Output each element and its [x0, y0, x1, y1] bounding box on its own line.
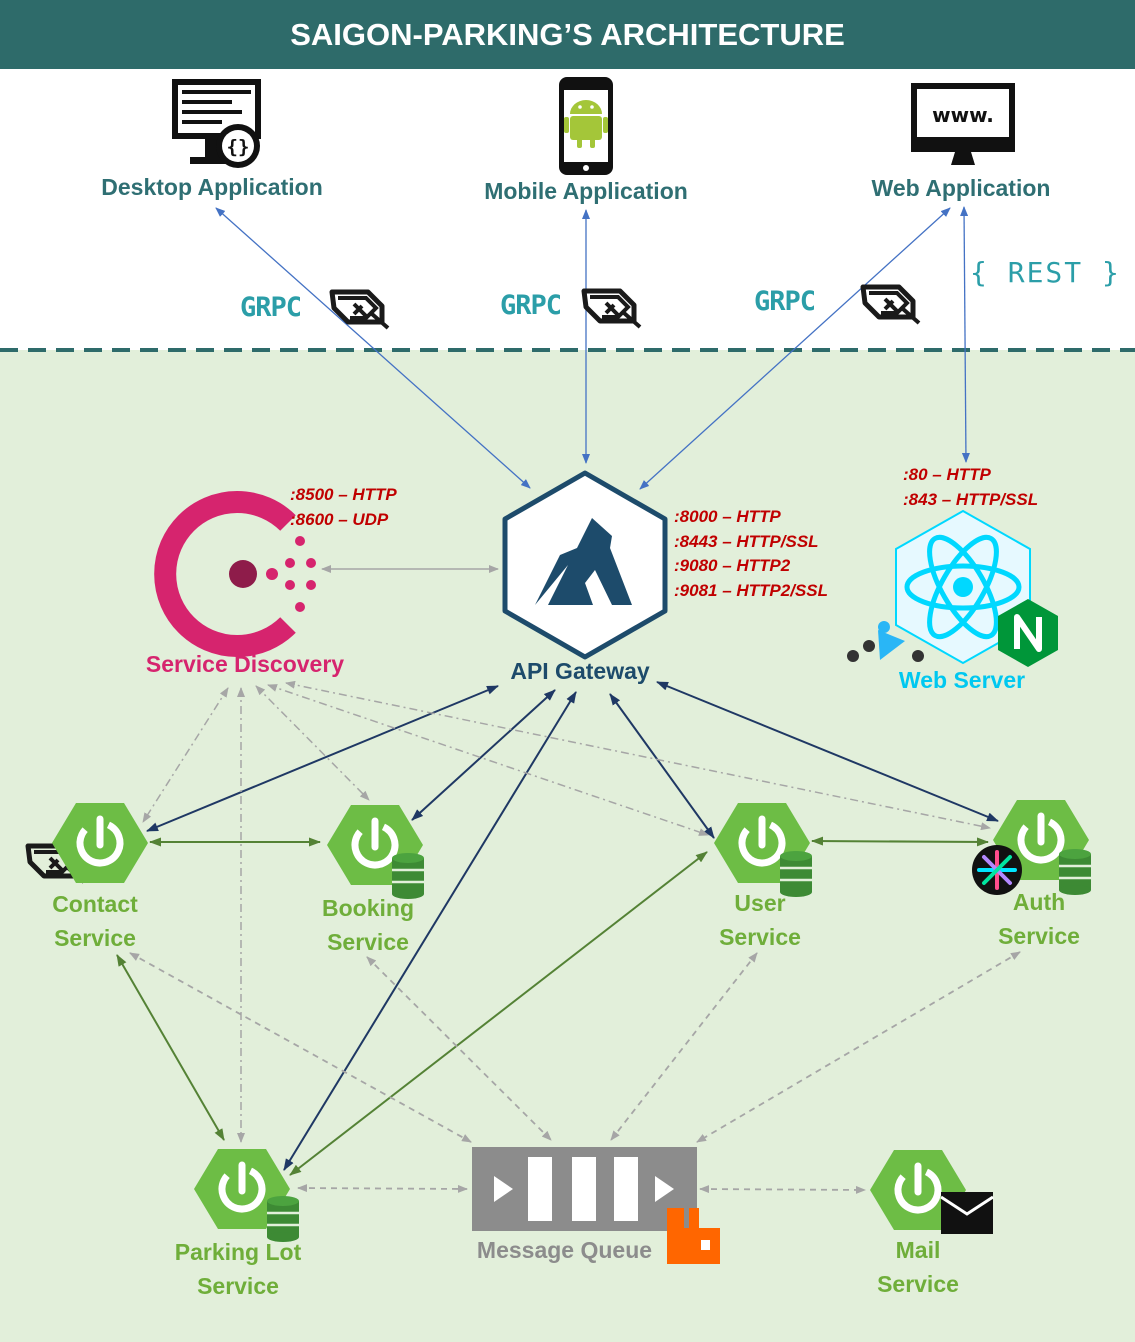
- api-gateway-label: API Gateway: [510, 658, 650, 684]
- auth-token-icon: [972, 845, 1022, 895]
- svg-text:www.: www.: [932, 103, 994, 127]
- web-app-label: Web Application: [871, 175, 1051, 201]
- lock-icon: [863, 287, 919, 323]
- gateway-ports: :8000 – HTTP :8443 – HTTP/SSL :9080 – HT…: [674, 505, 828, 603]
- desktop-app-icon: {}: [172, 79, 261, 168]
- rest-label: { REST }: [970, 256, 1121, 289]
- nginx-icon: [998, 599, 1058, 667]
- mobile-app-label: Mobile Application: [484, 178, 688, 204]
- web-monitor-icon: www.: [911, 83, 1015, 165]
- next-dots-icon: [847, 621, 924, 662]
- mail-icon: [940, 1192, 994, 1234]
- webserver-ports: :80 – HTTP :843 – HTTP/SSL: [903, 463, 1038, 512]
- port-item: :8443 – HTTP/SSL: [674, 531, 819, 551]
- port-item: :8600 – UDP: [290, 509, 389, 529]
- consul-icon: [154, 491, 316, 657]
- lock-icon: [584, 291, 640, 327]
- booking-service-label: Booking Service: [322, 895, 414, 955]
- parking-lot-service-label: Parking Lot Service: [174, 1239, 302, 1299]
- user-service-label: User Service: [719, 890, 801, 950]
- auth-service-label: Auth Service: [998, 889, 1080, 949]
- desktop-app-label: Desktop Application: [101, 174, 323, 200]
- mail-service-label: Mail Service: [877, 1237, 959, 1297]
- discovery-ports: :8500 – HTTP :8600 – UDP: [290, 483, 397, 532]
- port-item: :9080 – HTTP2: [674, 556, 791, 575]
- port-item: :8000 – HTTP: [674, 507, 781, 526]
- message-queue-icon: [472, 1147, 697, 1231]
- queue-links: [129, 951, 1021, 1194]
- client-links: [215, 206, 970, 490]
- port-item: :8500 – HTTP: [290, 485, 397, 504]
- message-queue-label: Message Queue: [476, 1237, 653, 1263]
- lock-icon: [332, 292, 388, 328]
- rabbitmq-icon: [667, 1208, 720, 1264]
- grpc-label: GRPC: [500, 290, 562, 321]
- port-item: :80 – HTTP: [903, 465, 991, 484]
- grpc-label: GRPC: [754, 286, 816, 317]
- svg-text:{}: {}: [227, 136, 250, 158]
- web-server-label: Web Server: [898, 667, 1026, 693]
- grpc-label: GRPC: [240, 292, 302, 323]
- contact-service-label: Contact Service: [52, 891, 138, 951]
- api-gateway-icon: [502, 470, 668, 660]
- service-discovery-label: Service Discovery: [145, 651, 345, 677]
- react-icon: [895, 509, 1031, 665]
- port-item: :843 – HTTP/SSL: [903, 489, 1039, 509]
- page-title: SAIGON-PARKING’S ARCHITECTURE: [0, 0, 1135, 69]
- port-item: :9081 – HTTP2/SSL: [674, 580, 829, 600]
- android-phone-icon: [559, 77, 613, 175]
